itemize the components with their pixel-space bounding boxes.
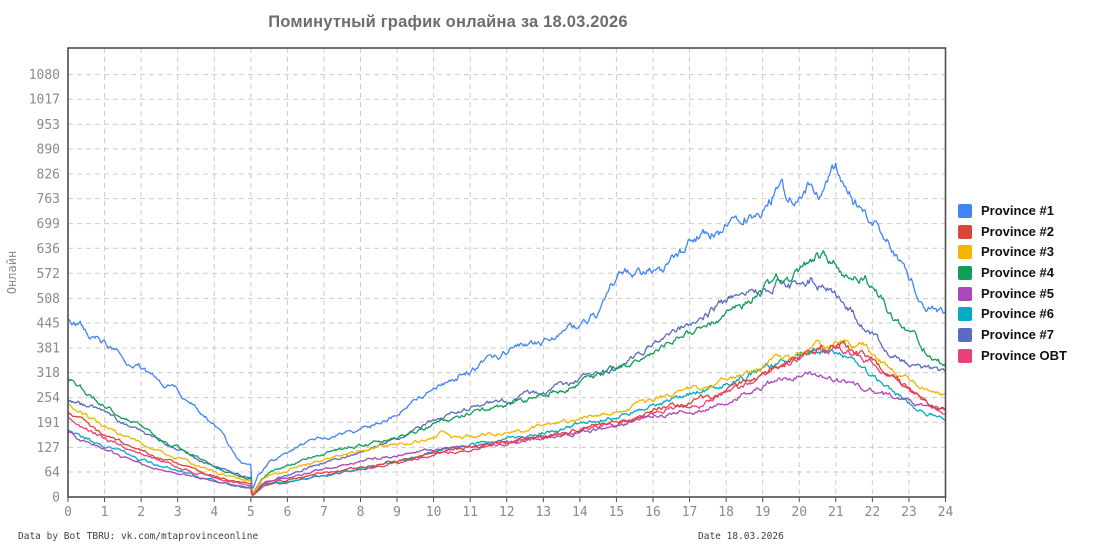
y-tick-label: 254: [37, 391, 61, 406]
x-tick-label: 18: [718, 505, 734, 520]
x-tick-label: 10: [426, 505, 442, 520]
x-tick-label: 7: [320, 505, 328, 520]
footer-date-text: Date 18.03.2026: [698, 531, 784, 542]
legend-label: Province #1: [981, 203, 1054, 218]
legend-swatch: [958, 266, 972, 281]
x-tick-label: 11: [462, 505, 478, 520]
legend-swatch: [958, 224, 972, 239]
series-line-province-2: [67, 340, 947, 495]
y-axis-title: Онлайн: [5, 251, 19, 294]
y-tick-label: 890: [37, 142, 60, 157]
x-tick-label: 19: [755, 505, 771, 520]
legend-label: Province #3: [981, 244, 1054, 260]
x-tick-label: 1: [101, 505, 109, 520]
legend-item: Province #4: [958, 265, 1067, 281]
series-line-province-1: [67, 162, 947, 489]
x-tick-label: 12: [499, 505, 515, 520]
legend-item: Province #1: [958, 204, 1067, 218]
x-tick-label: 21: [828, 505, 844, 520]
legend-swatch: [958, 307, 972, 322]
y-tick-label: 445: [37, 316, 60, 331]
legend-swatch: [958, 328, 972, 343]
y-tick-label: 1017: [29, 93, 60, 108]
legend-label: Province #7: [981, 327, 1054, 343]
y-tick-label: 508: [37, 292, 60, 307]
legend-swatch: [958, 286, 972, 301]
legend-swatch: [958, 204, 972, 218]
y-tick-label: 64: [44, 465, 60, 480]
legend-swatch: [958, 348, 972, 363]
legend-item: Province #5: [958, 285, 1067, 301]
y-tick-label: 699: [37, 217, 60, 232]
series-line-province-5: [67, 371, 947, 495]
y-tick-label: 953: [37, 118, 60, 133]
x-tick-label: 0: [64, 505, 72, 520]
y-tick-label: 636: [37, 242, 60, 257]
legend-label: Province #2: [981, 223, 1054, 239]
x-tick-label: 15: [609, 505, 625, 520]
chart-title: Поминутный график онлайна за 18.03.2026: [268, 13, 628, 31]
x-tick-label: 4: [210, 505, 218, 520]
y-tick-label: 826: [37, 167, 60, 182]
x-tick-label: 20: [791, 505, 807, 520]
x-tick-label: 14: [572, 505, 588, 520]
legend-item: Province #7: [958, 327, 1067, 343]
y-tick-label: 191: [37, 416, 60, 431]
y-tick-label: 1080: [29, 68, 60, 83]
x-tick-label: 16: [645, 505, 661, 520]
series-line-province-obt: [67, 345, 947, 497]
x-tick-label: 17: [682, 505, 698, 520]
legend-item: Province #6: [958, 306, 1067, 322]
y-tick-label: 763: [37, 192, 60, 207]
x-tick-label: 2: [137, 505, 145, 520]
y-tick-label: 0: [52, 491, 60, 506]
footer-credit-text: Data by Bot TBRU: vk.com/mtaprovinceonli…: [18, 531, 259, 542]
legend-label: Province #4: [981, 265, 1054, 281]
x-tick-label: 3: [174, 505, 182, 520]
x-tick-label: 22: [865, 505, 881, 520]
y-tick-label: 572: [37, 267, 60, 282]
x-tick-label: 13: [535, 505, 551, 520]
x-tick-label: 8: [357, 505, 365, 520]
legend-label: Province #6: [981, 306, 1054, 322]
x-tick-label: 5: [247, 505, 255, 520]
y-tick-label: 318: [37, 366, 60, 381]
x-tick-label: 9: [393, 505, 401, 520]
chart-legend: Province #1 Province #2 Province #3 Provinc…: [958, 204, 1067, 370]
x-tick-label: 24: [938, 505, 954, 520]
x-tick-label: 6: [283, 505, 291, 520]
legend-item: Province #3: [958, 244, 1067, 260]
y-tick-label: 381: [37, 341, 60, 356]
series-line-province-4: [67, 249, 947, 494]
legend-label: Province OBT: [981, 347, 1067, 363]
legend-swatch: [958, 245, 972, 260]
y-tick-label: 127: [37, 441, 60, 456]
x-tick-label: 23: [901, 505, 917, 520]
legend-label: Province #5: [981, 285, 1054, 301]
series-line-province-3: [67, 339, 947, 494]
legend-item: Province #2: [958, 223, 1067, 239]
legend-item: Province OBT: [958, 347, 1067, 363]
